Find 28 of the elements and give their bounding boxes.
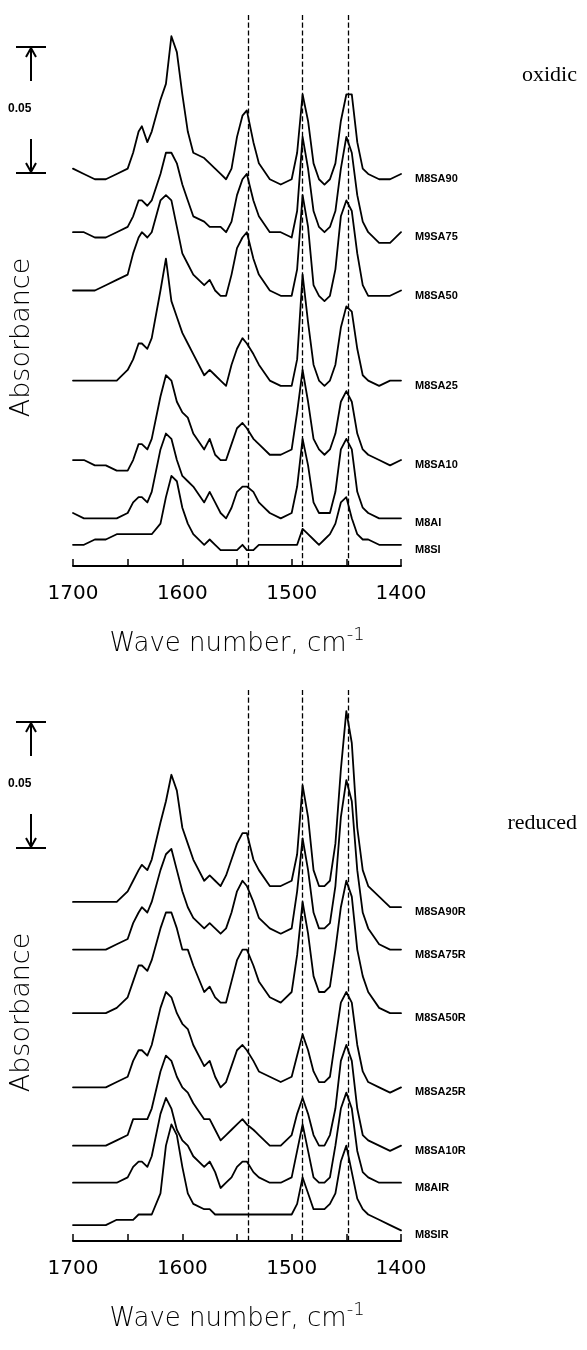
series-label: M8SA50R [415, 1011, 466, 1024]
series-label: M8SA10 [415, 458, 458, 471]
text: 0.05 [8, 101, 32, 115]
series-label: M8AI [415, 516, 442, 529]
x-tick-label: 1500 [266, 580, 318, 604]
text: reduced [507, 808, 577, 834]
text: 0.05 [8, 776, 32, 790]
x-tick-label: 1700 [47, 1255, 99, 1279]
series-label: M8SA75R [415, 947, 466, 960]
series-label: M8SA25R [415, 1085, 466, 1098]
series-label: M8SA10R [415, 1143, 466, 1156]
y-axis-title: Absorbance [4, 257, 35, 418]
series-label: M8SA50 [415, 288, 458, 301]
series-label: M8SA25 [415, 378, 458, 391]
series-label: M8SA90 [415, 171, 458, 184]
x-tick-label: 1400 [375, 1255, 427, 1279]
series-label: M8AIR [415, 1180, 450, 1193]
x-tick-label: 1600 [156, 1255, 208, 1279]
series-label: M8SIR [415, 1228, 449, 1241]
x-tick-label: 1400 [375, 580, 427, 604]
text: oxidic [522, 60, 578, 86]
x-tick-label: 1600 [156, 580, 208, 604]
x-tick-label: 1700 [47, 580, 99, 604]
y-axis-title: Absorbance [4, 932, 35, 1093]
x-tick-label: 1500 [266, 1255, 318, 1279]
series-label: M8SA90R [415, 905, 466, 918]
series-label: M9SA75 [415, 230, 458, 243]
series-label: M8SI [415, 542, 441, 555]
